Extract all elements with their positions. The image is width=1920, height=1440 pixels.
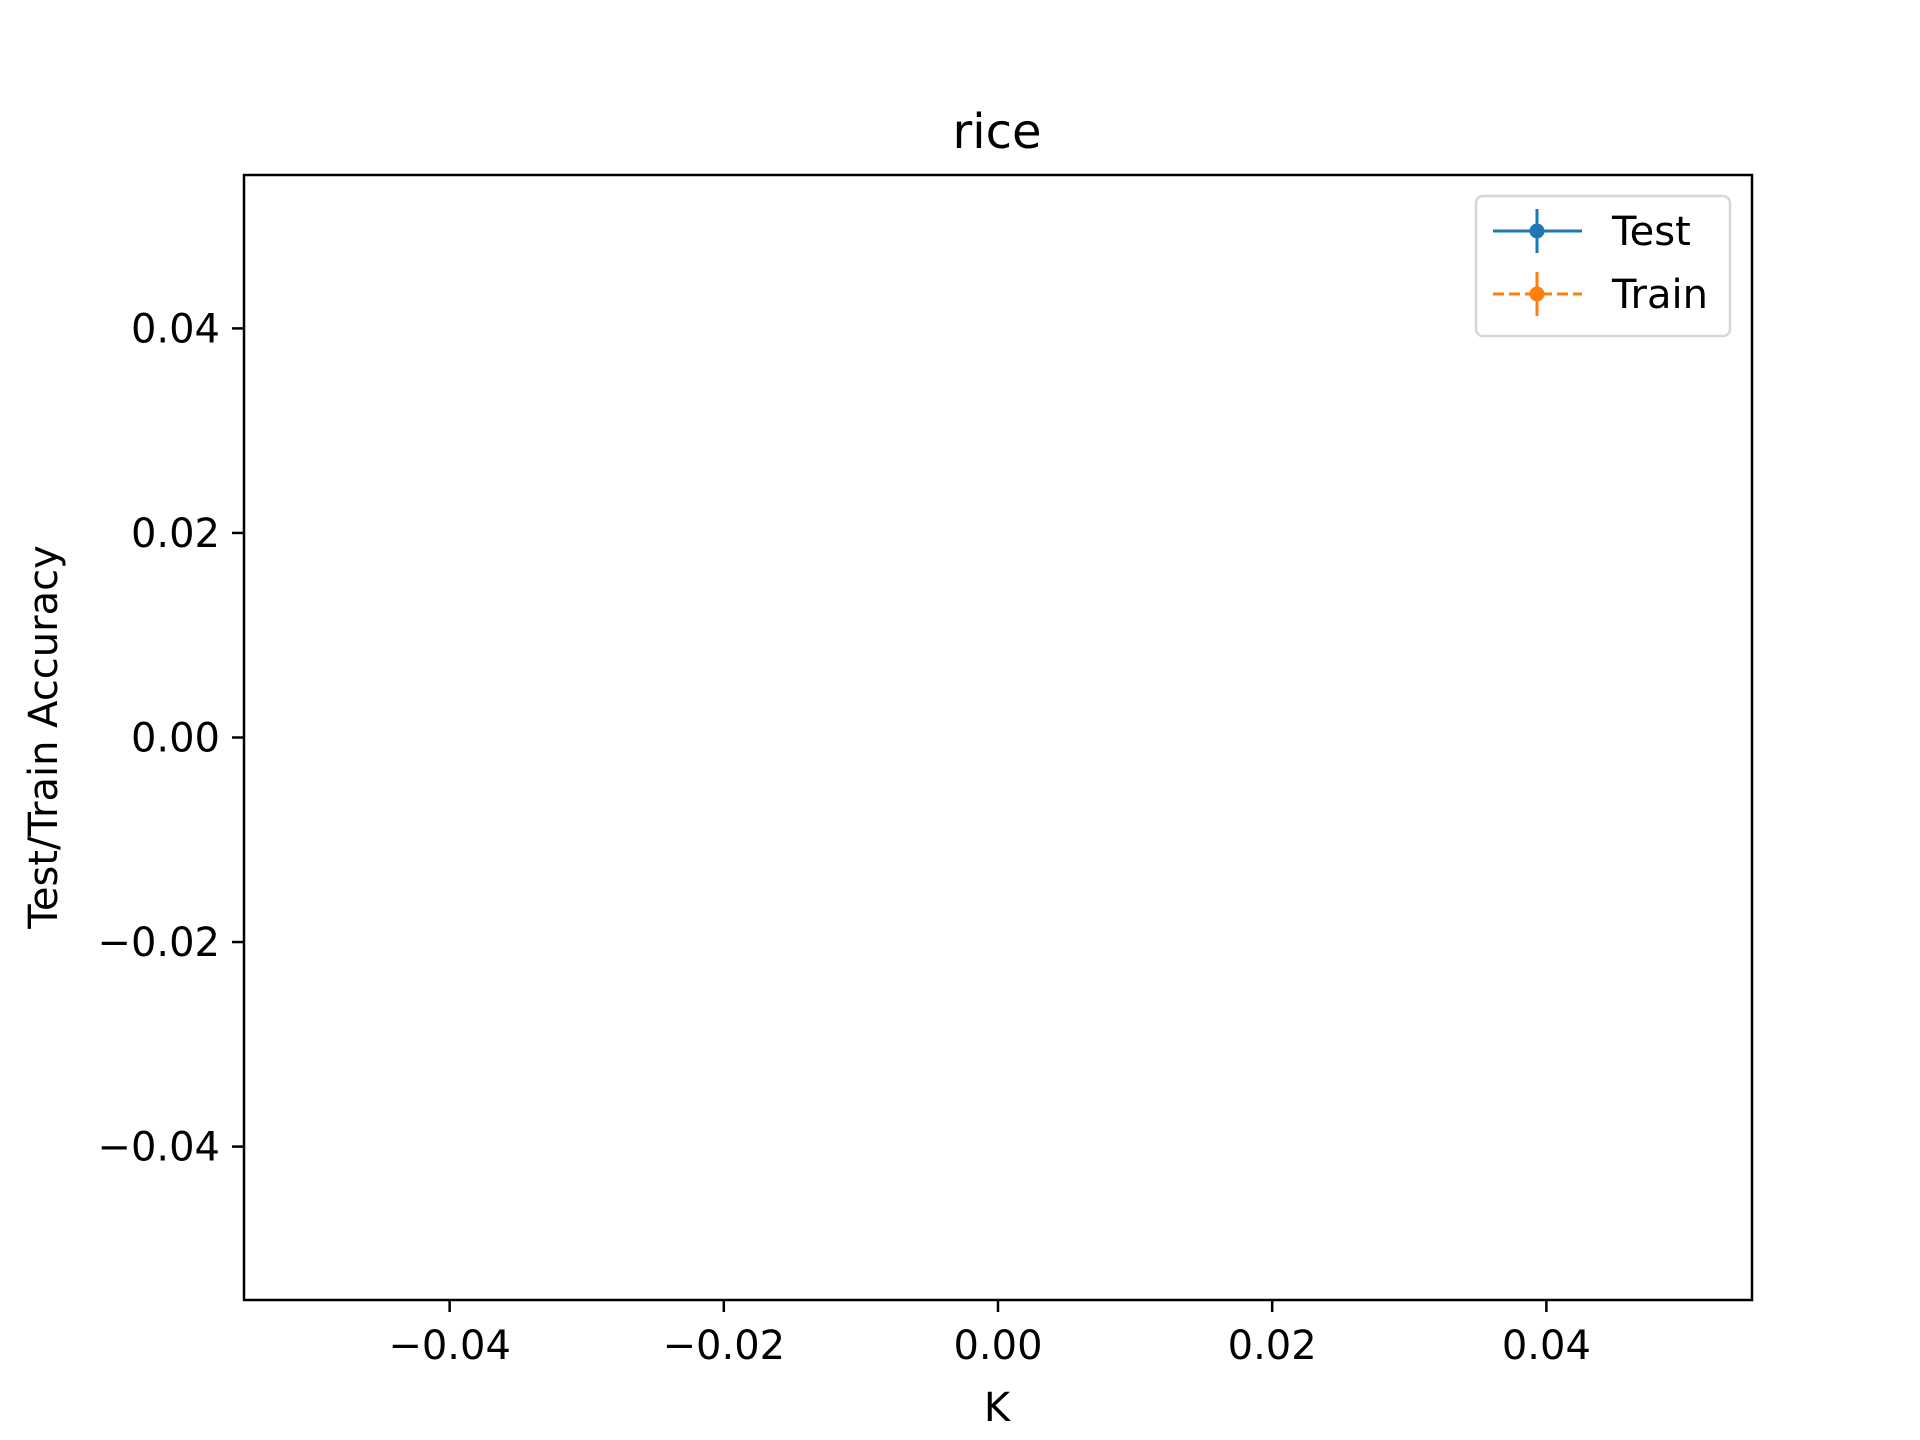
x-tick-label: −0.02 (663, 1323, 786, 1369)
x-tick-label: 0.00 (953, 1323, 1042, 1369)
legend-test-label: Test (1611, 209, 1691, 255)
y-tick-label: 0.00 (131, 716, 220, 762)
chart-title: rice (953, 104, 1042, 160)
y-tick-label: 0.04 (131, 306, 220, 352)
x-tick-label: −0.04 (388, 1323, 511, 1369)
legend-train-label: Train (1611, 272, 1708, 318)
y-axis: 0.04 0.02 0.00 −0.02 −0.04 (97, 306, 244, 1171)
x-tick-label: 0.04 (1502, 1323, 1591, 1369)
y-tick-label: −0.04 (97, 1125, 220, 1171)
x-tick-label: 0.02 (1228, 1323, 1317, 1369)
plot-area (242, 173, 1754, 1302)
y-axis-label: Test/Train Accuracy (21, 545, 67, 930)
legend-test-marker (1529, 223, 1545, 239)
x-axis: −0.04 −0.02 0.00 0.02 0.04 (388, 1300, 1591, 1369)
legend-entry-test: Test (1493, 209, 1691, 255)
legend-entry-train: Train (1493, 272, 1708, 318)
x-axis-label: K (984, 1385, 1012, 1431)
legend-train-marker (1529, 286, 1545, 302)
legend: Test Train (1474, 194, 1732, 338)
y-tick-label: −0.02 (97, 920, 220, 966)
y-tick-label: 0.02 (131, 511, 220, 557)
